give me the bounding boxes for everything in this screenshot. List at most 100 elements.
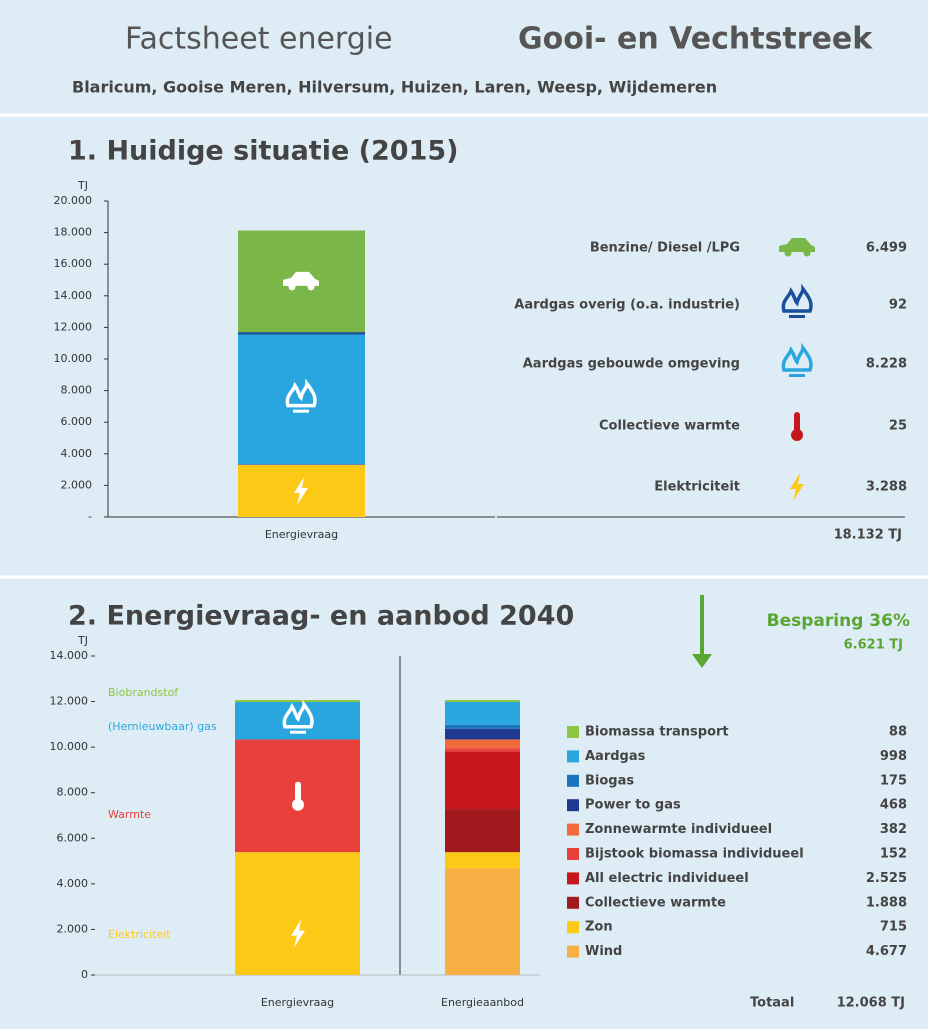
icon-thermo [794,412,800,432]
legend-label: Power to gas [585,798,681,813]
series-label: Biobrandstof [108,686,179,699]
icon-flame [781,342,813,372]
legend-swatch [567,823,579,836]
bar-segment [235,702,360,740]
icon-flame-base [293,409,309,413]
icon-flame-base [290,730,306,734]
y-tick-label: 18.000 [54,226,93,239]
y-tick-label: 20.000 [54,194,93,207]
legend-label: Zon [585,920,613,935]
value-label: 3.288 [866,480,907,495]
value-label: 1.888 [866,895,907,910]
bar-segment [445,724,520,729]
icon-car [283,271,319,286]
icon-thermo-bulb [791,429,803,441]
legend-swatch [567,726,579,738]
y-tick-label: 6.000 [57,831,89,844]
value-label: 998 [880,749,907,764]
legend-label: Biogas [585,773,634,788]
legend-label: Zonnewarmte individueel [585,822,772,837]
value-label: 4.677 [866,944,907,959]
bar-segment [445,852,520,869]
total-title: Totaal [750,996,794,1011]
arrow-head [692,654,712,668]
annotation: Besparing 36% [767,611,910,631]
series-label: (Hernieuwbaar) gas [108,720,217,733]
region: Gooi- en Vechtstreek [518,22,873,57]
y-tick-label: 16.000 [54,257,93,270]
legend-label: Aardgas overig (o.a. industrie) [514,298,740,313]
legend-label: Biomassa transport [585,725,729,740]
y-tick-label: 4.000 [61,447,93,460]
series-label: Warmte [108,808,151,821]
value-label: 92 [889,298,907,313]
bar-segment [445,728,520,740]
y-tick-label: 6.000 [61,415,93,428]
y-axis-label: TJ [77,179,88,192]
y-tick-label: 12.000 [50,695,89,708]
value-label: 175 [880,773,907,788]
icon-wheel [288,283,296,291]
legend-swatch [567,896,579,909]
bar-segment [235,700,360,703]
icon-bolt [790,473,804,501]
y-tick-label: 12.000 [54,320,93,333]
value-label: 152 [880,847,907,862]
total-label: 18.132 TJ [834,528,902,543]
section-title: 1. Huidige situatie (2015) [68,136,459,167]
bar-segment [235,852,360,975]
legend-label: Aardgas [585,749,646,764]
icon-thermo-bulb [292,798,304,811]
bar-segment [445,702,520,725]
y-tick-label: 14.000 [54,289,93,302]
icon-flame [282,699,314,729]
icon-car [779,238,815,252]
title: Factsheet energie [125,22,393,57]
bar-segment [445,739,520,749]
bar-segment [445,868,520,975]
icon-flame-base [789,374,805,377]
icon-flame [781,283,813,313]
value-label: 88 [889,725,907,740]
icon-flame [285,378,317,408]
value-label: 715 [880,920,907,935]
value-label: 468 [880,798,907,813]
icon-wheel [784,249,792,257]
legend-label: All electric individueel [585,871,749,886]
legend-label: Benzine/ Diesel /LPG [590,241,740,256]
legend-label: Collectieve warmte [585,895,726,910]
y-tick-label: 8.000 [61,384,93,397]
series-label: Elektriciteit [108,928,171,941]
y-tick-label: - [88,510,92,523]
y-tick-label: 2.000 [57,922,89,935]
x-tick-label: Energieaanbod [441,996,524,1009]
icon-flame-base [789,315,805,318]
y-tick-label: 10.000 [50,740,89,753]
legend-label: Elektriciteit [654,480,740,495]
icon-bolt [291,919,305,948]
y-tick-label: 0 [81,968,88,981]
y-axis-label: TJ [77,634,88,647]
legend-label: Collectieve warmte [599,419,740,434]
legend-swatch [567,848,579,860]
icon-wheel [307,283,315,291]
y-tick-label: 8.000 [57,786,89,799]
value-label: 382 [880,822,907,837]
icon-thermo [295,781,301,802]
legend-label: Bijstook biomassa individueel [585,847,804,862]
legend-swatch [567,799,579,812]
legend-label: Wind [585,944,622,959]
annotation: 6.621 TJ [844,638,903,653]
bar-segment [445,809,520,853]
value-label: 25 [889,419,907,434]
legend-swatch [567,750,579,763]
legend-swatch [567,872,579,885]
value-label: 2.525 [866,871,907,886]
y-tick-label: 14.000 [50,649,89,662]
y-tick-label: 4.000 [57,877,89,890]
subtitle: Blaricum, Gooise Meren, Hilversum, Huize… [72,78,717,97]
total-label: 12.068 TJ [837,996,905,1011]
bar-segment [445,751,520,810]
value-label: 6.499 [866,241,907,256]
